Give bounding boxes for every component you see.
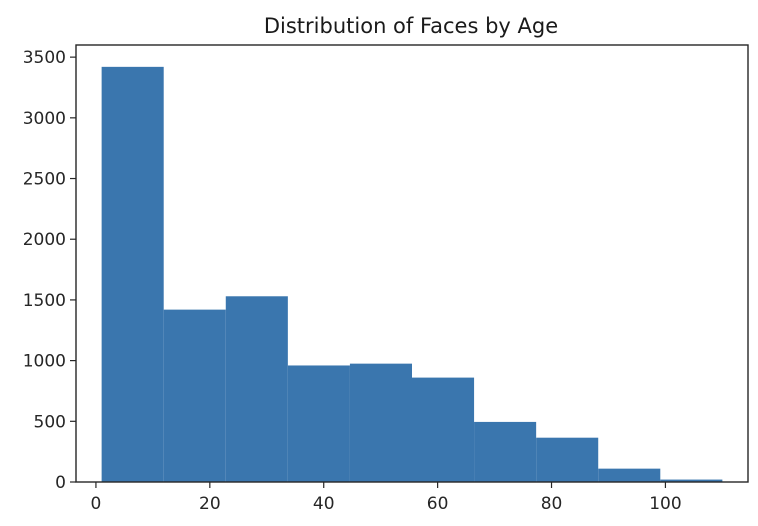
x-tick-label: 80 bbox=[541, 494, 563, 514]
y-tick-label: 2000 bbox=[23, 230, 66, 250]
histogram-bar bbox=[412, 377, 475, 482]
y-tick-label: 3500 bbox=[23, 48, 66, 68]
histogram-bar bbox=[660, 479, 723, 482]
x-tick-label: 20 bbox=[199, 494, 221, 514]
y-tick-label: 1500 bbox=[23, 291, 66, 311]
histogram-bar bbox=[163, 309, 226, 482]
histogram-bar bbox=[598, 468, 661, 482]
chart-title: Distribution of Faces by Age bbox=[264, 14, 558, 38]
x-tick-label: 40 bbox=[313, 494, 335, 514]
bars-layer bbox=[101, 66, 723, 482]
x-axis-ticks: 0 20 40 60 80 100 bbox=[91, 482, 682, 514]
histogram-bar bbox=[101, 66, 164, 482]
x-tick-label: 100 bbox=[649, 494, 681, 514]
x-tick-label: 60 bbox=[427, 494, 449, 514]
y-tick-label: 1000 bbox=[23, 352, 66, 372]
histogram-bar bbox=[536, 437, 599, 482]
y-tick-label: 500 bbox=[34, 412, 66, 432]
x-tick-label: 0 bbox=[91, 494, 102, 514]
plot-frame bbox=[75, 44, 749, 483]
axes-layer bbox=[75, 44, 749, 483]
histogram-bar bbox=[349, 363, 412, 482]
y-tick-label: 2500 bbox=[23, 170, 66, 190]
histogram-bar bbox=[225, 296, 288, 482]
histogram-bar bbox=[474, 421, 537, 482]
y-tick-label: 3000 bbox=[23, 109, 66, 129]
histogram-bar bbox=[287, 365, 350, 482]
y-tick-label: 0 bbox=[55, 473, 66, 493]
y-axis-ticks: 0 500 1000 1500 2000 2500 3000 3500 bbox=[23, 48, 76, 493]
